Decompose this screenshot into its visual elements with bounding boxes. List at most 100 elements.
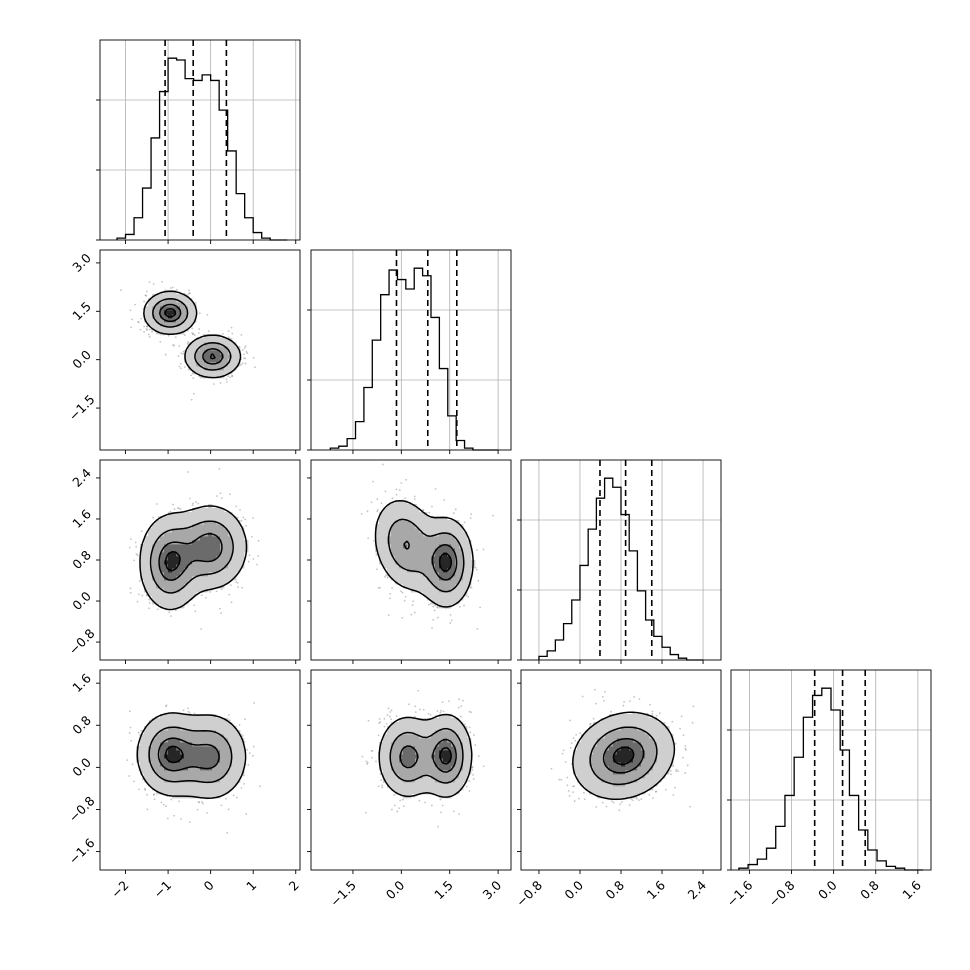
density-cell [152, 532, 157, 537]
scatter-point [246, 749, 248, 751]
scatter-point [243, 774, 245, 777]
density-cell [196, 520, 201, 525]
density-cell [435, 548, 440, 553]
density-cell [176, 520, 181, 525]
density-cell [180, 786, 185, 791]
density-cell [439, 528, 444, 533]
density-cell [379, 532, 384, 537]
density-cell [156, 298, 161, 303]
density-cell [208, 342, 213, 347]
density-cell [180, 564, 185, 569]
density-cell [379, 524, 384, 529]
density-cell [399, 520, 404, 525]
density-cell [455, 536, 460, 541]
density-cell [228, 528, 233, 533]
histogram-panel-0 [96, 39, 301, 241]
density-cell [192, 306, 197, 311]
density-cell [148, 540, 153, 545]
density-cell [423, 592, 428, 597]
density-cell [379, 540, 384, 545]
density-cell [180, 552, 185, 557]
density-cell [379, 548, 384, 553]
density-cell [140, 568, 145, 573]
scatter-point [196, 808, 199, 811]
scatter-point [174, 609, 177, 612]
scatter-point [193, 604, 196, 607]
scatter-point [360, 513, 363, 515]
scatter-point [138, 580, 141, 583]
density-cell [192, 310, 197, 315]
density-cell [196, 576, 201, 581]
density-cell [399, 552, 404, 557]
density-cell [192, 540, 197, 545]
scatter-point [143, 325, 146, 328]
density-cell [164, 786, 169, 791]
density-cell [184, 782, 189, 787]
density-cell [176, 302, 181, 307]
scatter-point [198, 375, 201, 378]
scatter-point [188, 292, 191, 294]
density-cell [144, 548, 149, 553]
scatter-point [252, 357, 255, 359]
density-cell [204, 338, 209, 343]
density-cell [168, 310, 173, 315]
scatter-point [134, 303, 136, 306]
density-cell [427, 560, 432, 565]
density-cell [192, 346, 197, 351]
density-cell [423, 528, 428, 533]
density-cell [160, 778, 165, 783]
density-cell [184, 540, 189, 545]
contour-line-2-0-0 [139, 505, 248, 611]
scatter-point [400, 482, 403, 484]
density-cell [168, 552, 173, 557]
density-cell [447, 552, 452, 557]
density-cell [455, 528, 460, 533]
density-cell [172, 596, 177, 601]
density-cell [240, 532, 245, 537]
density-cell [411, 508, 416, 513]
density-cell [180, 524, 185, 529]
density-cell [160, 576, 165, 581]
density-cell [196, 544, 201, 549]
density-cell [192, 790, 197, 795]
density-cell [152, 786, 157, 791]
density-cell [395, 576, 400, 581]
density-cell [172, 516, 177, 521]
density-cell [144, 536, 149, 541]
density-cell [164, 540, 169, 545]
density-cell [379, 520, 384, 525]
scatter-point [187, 707, 189, 710]
density-cell [152, 322, 157, 327]
density-cell [463, 556, 468, 561]
density-cell [168, 290, 173, 295]
density-cell [399, 540, 404, 545]
density-cell [192, 508, 197, 513]
density-cell [447, 564, 452, 569]
scatter-point [178, 800, 181, 803]
scatter-point [170, 798, 173, 801]
density-cell [403, 532, 408, 537]
density-cell [188, 306, 193, 311]
density-cell [228, 572, 233, 577]
density-cell [395, 556, 400, 561]
scatter-point [218, 607, 221, 610]
density-cell [148, 548, 153, 553]
density-cell [172, 306, 177, 311]
scatter-point [241, 362, 244, 365]
density-cell [224, 528, 229, 533]
scatter-point [434, 488, 437, 490]
density-cell [240, 556, 245, 561]
density-cell [148, 528, 153, 533]
density-cell [192, 524, 197, 529]
density-cell [228, 576, 233, 581]
density-cell [188, 516, 193, 521]
density-cell [168, 532, 173, 537]
density-cell [411, 504, 416, 509]
density-cell [180, 584, 185, 589]
scatter-point [145, 290, 148, 293]
scatter-point [144, 294, 147, 297]
density-cell [216, 370, 221, 375]
density-cell [220, 516, 225, 521]
density-cell [411, 568, 416, 573]
density-cell [232, 354, 237, 359]
